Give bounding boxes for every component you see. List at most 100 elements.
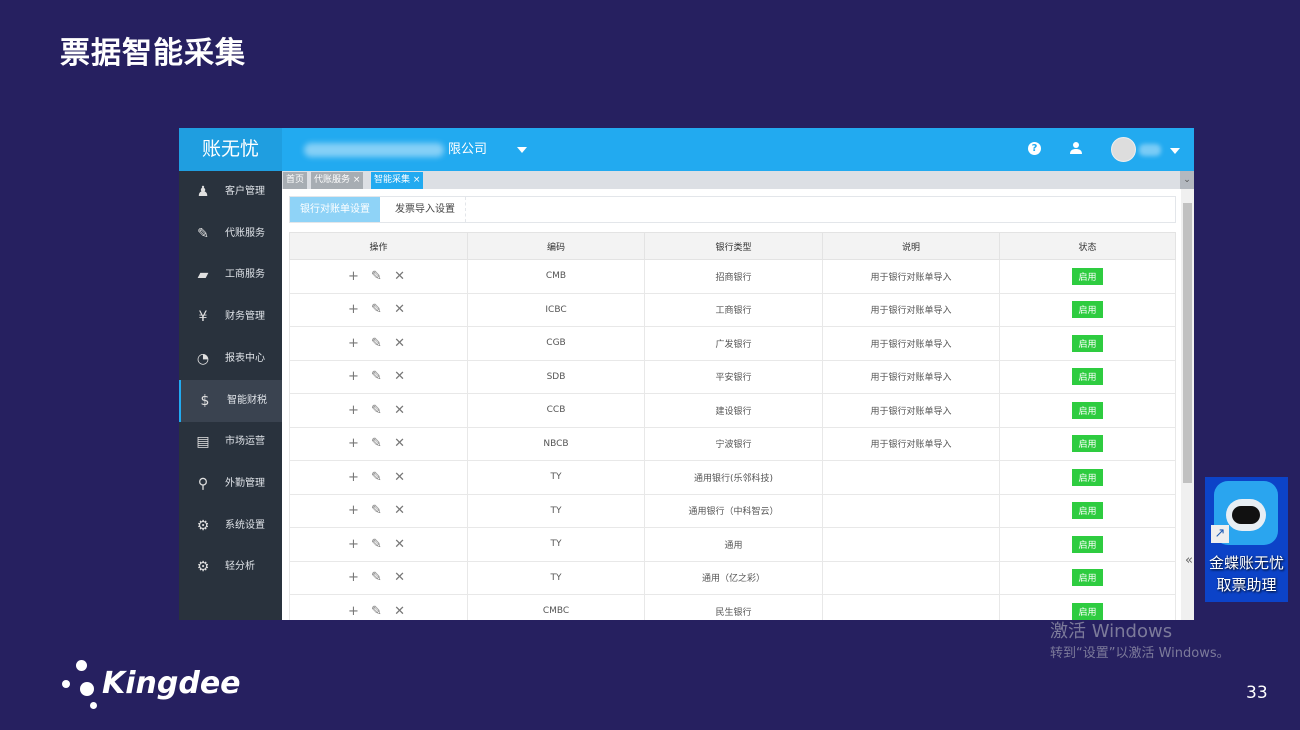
vertical-scrollbar[interactable] [1181, 189, 1194, 620]
table-row: + ✎ ✕ TY 通用银行(乐邻科技) 启用 [289, 460, 1176, 495]
status-badge[interactable]: 启用 [1072, 468, 1103, 486]
company-dropdown-icon[interactable] [517, 147, 527, 153]
status-badge[interactable]: 启用 [1072, 401, 1103, 419]
row-actions[interactable]: + ✎ ✕ [289, 326, 468, 361]
cell-code: ICBC [467, 292, 645, 327]
tab-home[interactable]: 首页 [283, 172, 308, 189]
sidebar-item[interactable]: ♟ 客户管理 [179, 171, 282, 213]
sidebar-item-label: 报表中心 [225, 352, 265, 364]
cell-bank: 通用银行（中科智云） [644, 493, 823, 528]
cell-desc [822, 460, 1000, 495]
sidebar-item[interactable]: ▤ 市场运营 [179, 421, 282, 463]
tab-bookkeeping[interactable]: 代账服务 × [311, 172, 364, 189]
table-row: + ✎ ✕ CCB 建设银行 用于银行对账单导入 启用 [289, 393, 1176, 428]
status-badge[interactable]: 启用 [1072, 569, 1103, 587]
cell-code: TY [467, 527, 645, 562]
table-row: + ✎ ✕ CGB 广发银行 用于银行对账单导入 启用 [289, 326, 1176, 361]
status-badge[interactable]: 启用 [1072, 267, 1103, 285]
sidebar-item[interactable]: ⚲ 外勤管理 [179, 463, 282, 505]
monitor-chart-icon: ▤ [196, 434, 210, 451]
sidebar-item[interactable]: ¥ 财务管理 [179, 296, 282, 338]
app-window: 账无忧 限公司 ? ♟ 客户管理 ✎ 代账服务 ▰ 工商服务 ¥ 财务管理 ◔ 报表中心 $ 智能财税… [179, 128, 1194, 620]
robot-app-icon [1214, 481, 1278, 545]
status-badge[interactable]: 启用 [1072, 602, 1103, 620]
username [1139, 144, 1161, 156]
page-number: 33 [1246, 683, 1268, 703]
slide-title: 票据智能采集 [60, 36, 246, 71]
bank-table: 操作 编码 银行类型 说明 状态 + ✎ ✕ CMB 招商银行 用于银行对账单导… [289, 232, 1176, 620]
sidebar-item-label: 代账服务 [225, 227, 265, 239]
money-bag-icon: $ [200, 392, 210, 409]
cell-desc: 用于银行对账单导入 [822, 426, 1000, 461]
top-header: 账无忧 限公司 ? [179, 128, 1194, 171]
status-badge[interactable]: 启用 [1072, 435, 1103, 453]
cell-code: CCB [467, 393, 645, 428]
sidebar-item[interactable]: ◔ 报表中心 [179, 338, 282, 380]
cell-bank: 工商银行 [644, 292, 823, 327]
status-badge[interactable]: 启用 [1072, 502, 1103, 520]
subtab-invoice-import[interactable]: 发票导入设置 [385, 197, 466, 222]
sidebar-item-label: 市场运营 [225, 436, 265, 448]
cell-bank: 平安银行 [644, 359, 823, 394]
cell-code: SDB [467, 359, 645, 394]
company-selector[interactable]: 限公司 [304, 128, 487, 171]
status-badge[interactable]: 启用 [1072, 368, 1103, 386]
shortcut-label: 金蝶账无忧 取票助理 [1208, 554, 1284, 594]
gear-icon: ⚙ [196, 517, 210, 534]
pen-icon: ✎ [197, 225, 209, 242]
activation-watermark-title: 激活 Windows [1050, 621, 1173, 642]
user-menu-dropdown-icon[interactable] [1170, 148, 1180, 154]
sidebar-item[interactable]: ✎ 代账服务 [179, 213, 282, 255]
cell-desc: 用于银行对账单导入 [822, 259, 1000, 294]
subtab-bank-statement[interactable]: 银行对账单设置 [290, 197, 380, 222]
cell-bank: 广发银行 [644, 326, 823, 361]
row-actions[interactable]: + ✎ ✕ [289, 426, 468, 461]
row-actions[interactable]: + ✎ ✕ [289, 292, 468, 327]
row-actions[interactable]: + ✎ ✕ [289, 393, 468, 428]
sidebar-item[interactable]: ▰ 工商服务 [179, 254, 282, 296]
table-row: + ✎ ✕ ICBC 工商银行 用于银行对账单导入 启用 [289, 292, 1176, 327]
status-badge[interactable]: 启用 [1072, 301, 1103, 319]
help-icon[interactable]: ? [1028, 142, 1041, 155]
table-row: + ✎ ✕ SDB 平安银行 用于银行对账单导入 启用 [289, 359, 1176, 394]
row-actions[interactable]: + ✎ ✕ [289, 594, 468, 620]
sidebar-item[interactable]: ⚙ 系统设置 [179, 505, 282, 547]
collapse-panel-icon[interactable]: « [1185, 553, 1193, 568]
col-header: 银行类型 [644, 232, 823, 260]
cell-code: NBCB [467, 426, 645, 461]
cell-desc: 用于银行对账单导入 [822, 292, 1000, 327]
table-row: + ✎ ✕ CMBC 民生银行 启用 [289, 594, 1176, 620]
user-icon[interactable] [1069, 141, 1083, 158]
app-logo[interactable]: 账无忧 [179, 128, 282, 171]
cell-bank: 通用（亿之彩） [644, 560, 823, 595]
col-header: 编码 [467, 232, 645, 260]
row-actions[interactable]: + ✎ ✕ [289, 460, 468, 495]
avatar[interactable] [1111, 137, 1136, 162]
row-actions[interactable]: + ✎ ✕ [289, 359, 468, 394]
sidebar-item-label: 客户管理 [225, 186, 265, 197]
tab-dropdown-icon[interactable]: ⌄ [1180, 171, 1194, 189]
cell-code: TY [467, 493, 645, 528]
desktop-shortcut[interactable]: ↗ 金蝶账无忧 取票助理 [1205, 477, 1288, 602]
row-actions[interactable]: + ✎ ✕ [289, 259, 468, 294]
status-badge[interactable]: 启用 [1072, 535, 1103, 553]
row-actions[interactable]: + ✎ ✕ [289, 560, 468, 595]
cell-bank: 民生银行 [644, 594, 823, 620]
sidebar-item-label: 轻分析 [225, 561, 255, 573]
subtab-bar: 银行对账单设置 发票导入设置 [289, 196, 1176, 223]
briefcase-icon: ▰ [197, 267, 209, 284]
sidebar-item[interactable]: $ 智能财税 [179, 379, 282, 422]
sidebar-item[interactable]: ⚙ 轻分析 [179, 546, 282, 588]
cell-desc: 用于银行对账单导入 [822, 393, 1000, 428]
row-actions[interactable]: + ✎ ✕ [289, 527, 468, 562]
shortcut-arrow-icon: ↗ [1211, 525, 1229, 543]
scrollbar-thumb[interactable] [1183, 203, 1192, 483]
cell-desc [822, 493, 1000, 528]
cell-code: CMBC [467, 594, 645, 620]
tab-smart-collect[interactable]: 智能采集 × [371, 172, 424, 189]
table-row: + ✎ ✕ TY 通用 启用 [289, 527, 1176, 562]
status-badge[interactable]: 启用 [1072, 334, 1103, 352]
cell-bank: 通用 [644, 527, 823, 562]
row-actions[interactable]: + ✎ ✕ [289, 493, 468, 528]
ledger-icon: ¥ [198, 309, 208, 326]
